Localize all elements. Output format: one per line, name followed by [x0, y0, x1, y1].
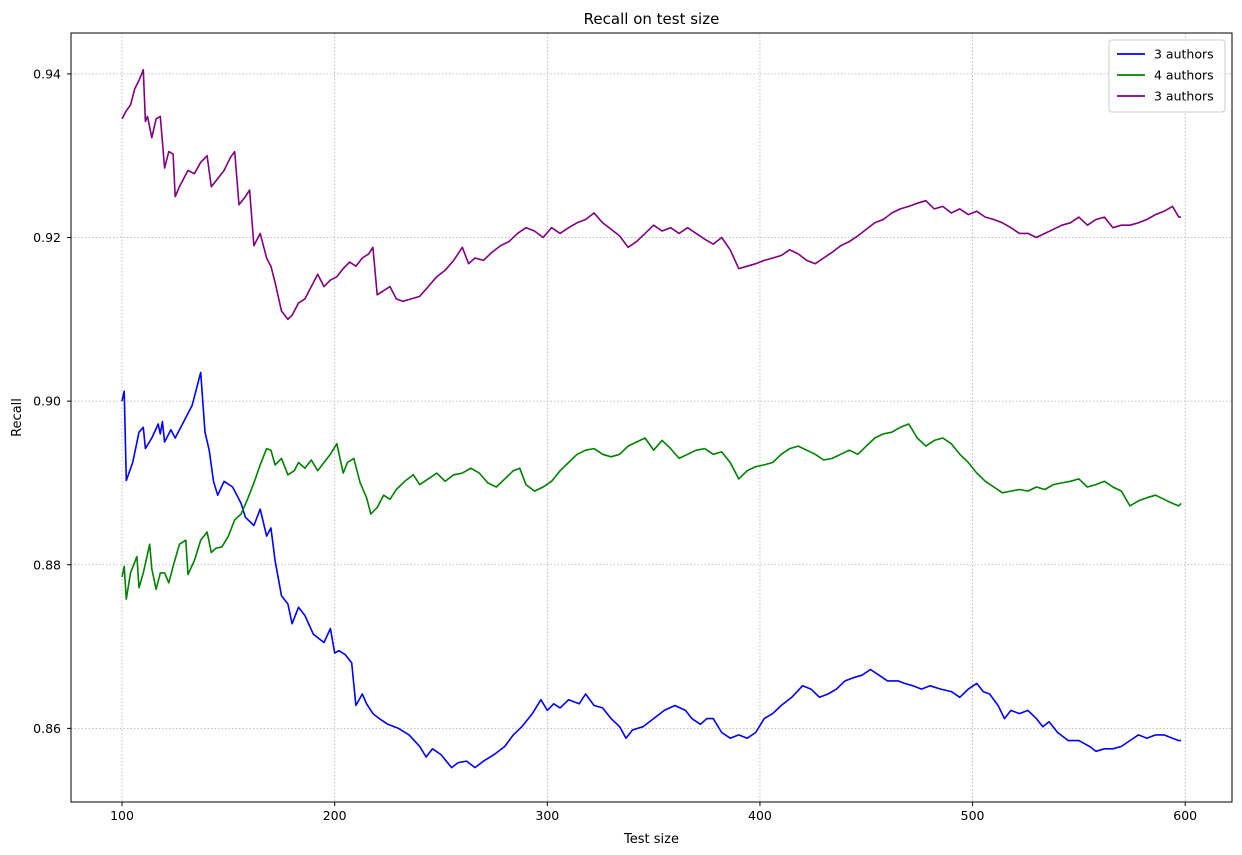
y-axis: 0.86 0.88 0.90 0.92 0.94 [33, 66, 71, 736]
x-tick-label: 400 [748, 808, 772, 823]
y-axis-label: Recall [10, 398, 25, 437]
y-tick-label: 0.86 [33, 721, 61, 736]
series-line-2 [121, 423, 1182, 600]
legend-label-2: 4 authors [1154, 68, 1214, 83]
x-tick-label: 500 [961, 808, 985, 823]
series-line-1 [121, 371, 1181, 769]
y-tick-label: 0.94 [33, 66, 61, 81]
x-axis-label: Test size [623, 832, 679, 847]
plot-frame [70, 32, 1233, 803]
y-tick-label: 0.90 [33, 394, 61, 409]
legend-label-3: 3 authors [1154, 89, 1214, 104]
legend-label-1: 3 authors [1154, 47, 1214, 62]
legend-box [1108, 39, 1226, 113]
y-tick-label: 0.88 [33, 557, 61, 572]
x-tick-label: 300 [535, 808, 559, 823]
y-tick-label: 0.92 [33, 230, 61, 245]
x-tick-label: 600 [1173, 808, 1197, 823]
chart-title: Recall on test size [584, 10, 720, 28]
series-lines [121, 69, 1182, 769]
x-tick-label: 200 [323, 808, 347, 823]
x-axis: 100 200 300 400 500 600 [110, 802, 1197, 823]
x-tick-label: 100 [110, 808, 134, 823]
series-line-3 [121, 69, 1181, 321]
grid [71, 33, 1232, 802]
legend: 3 authors 4 authors 3 authors [1108, 39, 1226, 113]
